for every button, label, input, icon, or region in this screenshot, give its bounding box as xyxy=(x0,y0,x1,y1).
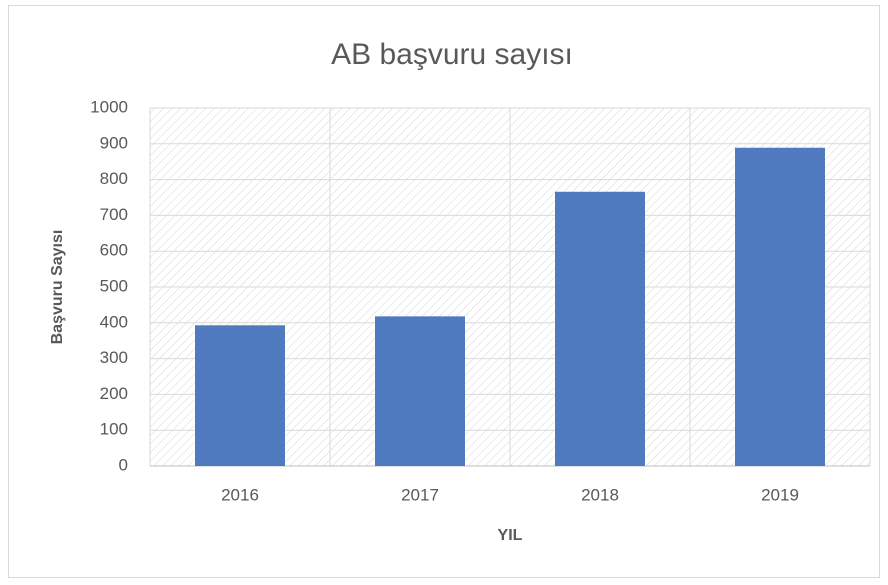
x-tick-label: 2017 xyxy=(401,485,439,504)
y-axis-label: Başvuru Sayısı xyxy=(49,230,66,345)
y-tick-label: 500 xyxy=(100,276,128,295)
y-tick-label: 900 xyxy=(100,133,128,152)
y-tick-label: 1000 xyxy=(90,97,128,116)
bar xyxy=(375,316,465,466)
y-tick-label: 600 xyxy=(100,241,128,260)
x-axis-label: YIL xyxy=(498,527,523,544)
y-tick-label: 200 xyxy=(100,384,128,403)
y-tick-label: 300 xyxy=(100,348,128,367)
chart-title: AB başvuru sayısı xyxy=(331,38,573,71)
bar xyxy=(195,325,285,466)
x-tick-label: 2018 xyxy=(581,485,619,504)
y-tick-label: 700 xyxy=(100,205,128,224)
bar xyxy=(735,147,825,466)
x-tick-label: 2016 xyxy=(221,485,259,504)
x-tick-label: 2019 xyxy=(761,485,799,504)
y-tick-label: 400 xyxy=(100,312,128,331)
bar xyxy=(555,191,645,466)
y-tick-label: 0 xyxy=(119,455,128,474)
y-tick-label: 800 xyxy=(100,169,128,188)
y-tick-label: 100 xyxy=(100,420,128,439)
